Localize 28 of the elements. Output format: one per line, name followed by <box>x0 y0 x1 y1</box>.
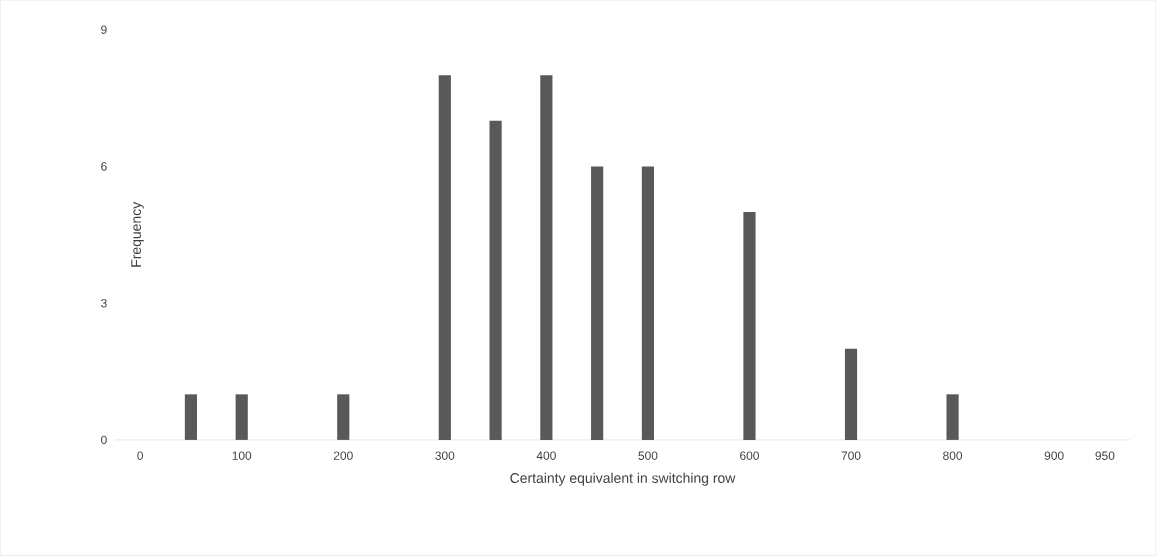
bar <box>743 212 756 441</box>
x-tick-label: 600 <box>740 451 759 461</box>
x-tick-label: 900 <box>1044 451 1064 461</box>
bar <box>235 394 248 441</box>
x-tick-label: 700 <box>841 451 861 461</box>
bar <box>489 121 502 441</box>
x-tick-label: 200 <box>333 451 353 461</box>
bar <box>438 75 451 441</box>
y-axis-title: Frequency <box>131 202 144 267</box>
bar <box>540 75 553 441</box>
bar <box>946 394 959 441</box>
bar <box>184 394 198 441</box>
x-tick-label: 500 <box>638 451 658 461</box>
x-tick-label: 300 <box>435 451 455 461</box>
y-tick-label: 3 <box>101 299 107 308</box>
bar <box>591 166 604 441</box>
x-tick-label: 0 <box>137 451 144 461</box>
bar <box>337 394 350 441</box>
y-tick-label: 9 <box>101 25 107 35</box>
bar <box>844 348 858 441</box>
x-tick-label: 400 <box>536 451 556 461</box>
bar <box>641 166 655 441</box>
x-axis-title: Certainty equivalent in switching row <box>510 472 736 486</box>
y-tick-label: 6 <box>101 162 107 171</box>
x-tick-label: 800 <box>943 451 963 461</box>
x-tick-label: 950 <box>1095 451 1115 461</box>
y-tick-label: 0 <box>101 435 107 445</box>
x-tick-label: 100 <box>232 451 252 461</box>
